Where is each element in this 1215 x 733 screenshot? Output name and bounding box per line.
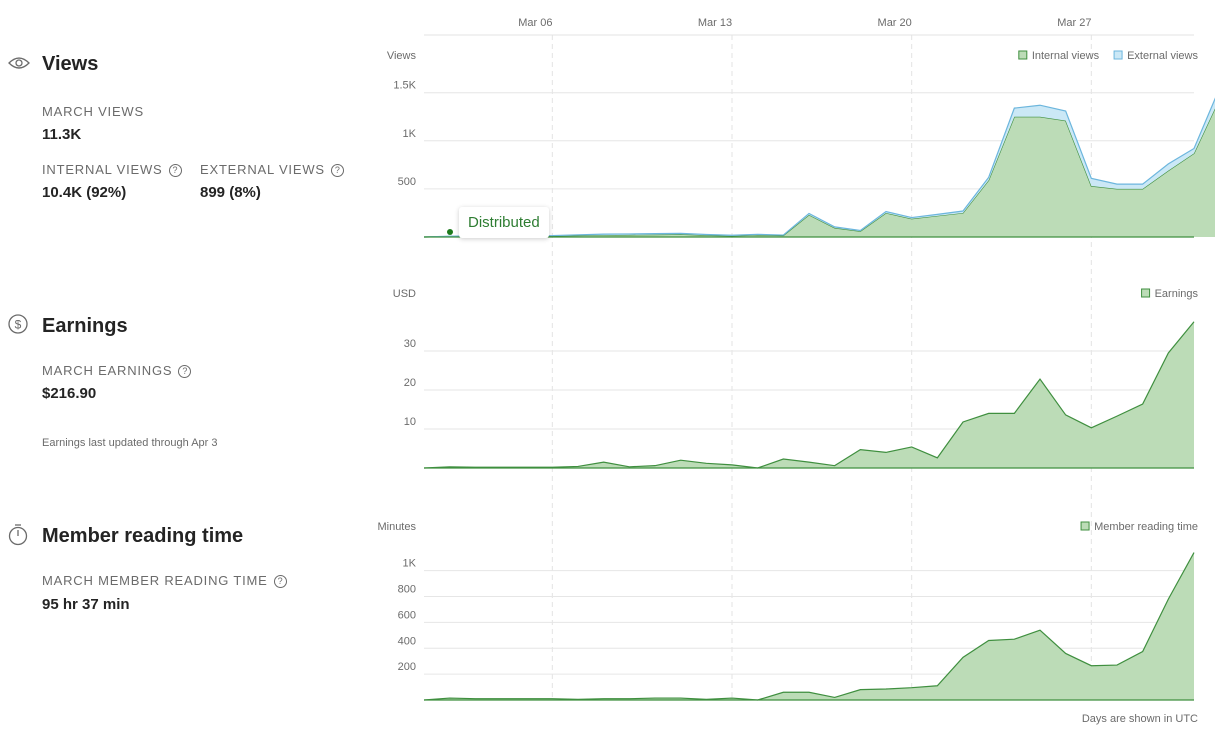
- area: [424, 552, 1194, 700]
- label-text: INTERNAL VIEWS: [42, 162, 163, 177]
- area-outline: [423, 321, 1195, 469]
- legend-swatch: [1141, 288, 1151, 298]
- stat-value: 11.3K: [42, 126, 82, 143]
- tooltip: Distributed: [459, 207, 549, 238]
- y-tick-label: 200: [398, 661, 416, 673]
- stat-label: INTERNAL VIEWS?: [42, 162, 182, 177]
- y-tick-label: 1K: [403, 128, 417, 140]
- legend-label: Internal views: [1032, 50, 1100, 62]
- dollar-icon: $: [8, 314, 28, 334]
- section-title: Earnings: [42, 315, 128, 337]
- y-axis-label: Minutes: [377, 521, 416, 533]
- help-icon[interactable]: ?: [178, 365, 192, 378]
- legend-label: External views: [1127, 50, 1198, 62]
- stat-label: EXTERNAL VIEWS?: [200, 162, 344, 177]
- y-tick-label: 500: [398, 176, 416, 188]
- y-tick-label: 1K: [403, 558, 417, 570]
- area: [424, 321, 1194, 468]
- help-icon[interactable]: ?: [168, 164, 182, 177]
- annotation-dot: [447, 229, 453, 235]
- y-tick-label: 10: [404, 416, 416, 428]
- y-tick-label: 30: [404, 338, 416, 350]
- legend-label: Member reading time: [1094, 521, 1198, 533]
- stat-label: MARCH EARNINGS?: [42, 363, 192, 378]
- y-tick-label: 800: [398, 584, 416, 596]
- timer-icon: [8, 524, 28, 546]
- y-tick-label: 400: [398, 635, 416, 647]
- y-axis-label: USD: [393, 288, 416, 300]
- legend-label: Earnings: [1155, 288, 1199, 300]
- x-tick-label: Mar 20: [878, 17, 912, 29]
- label-text: EXTERNAL VIEWS: [200, 162, 325, 177]
- legend-swatch: [1018, 50, 1028, 60]
- x-tick-label: Mar 27: [1057, 17, 1091, 29]
- section-title: Views: [42, 53, 99, 75]
- area-outline: [423, 552, 1195, 701]
- stat-value: $216.90: [42, 385, 97, 402]
- x-tick-label: Mar 13: [698, 17, 732, 29]
- area: [424, 108, 1215, 237]
- y-tick-label: 20: [404, 377, 416, 389]
- stat-label: MARCH MEMBER READING TIME?: [42, 573, 287, 588]
- eye-icon: [8, 57, 30, 69]
- y-tick-label: 600: [398, 609, 416, 621]
- stat-value: 10.4K (92%): [42, 184, 127, 201]
- help-icon[interactable]: ?: [273, 575, 287, 588]
- section-title: Member reading time: [42, 525, 244, 547]
- svg-text:$: $: [15, 318, 22, 332]
- stat-value: 899 (8%): [200, 184, 261, 201]
- stat-label: MARCH VIEWS: [42, 104, 144, 119]
- stat-value: 95 hr 37 min: [42, 596, 130, 613]
- footer: Days are shown in UTC: [1081, 713, 1198, 725]
- label-text: MARCH EARNINGS: [42, 363, 173, 378]
- label-text: MARCH MEMBER READING TIME: [42, 573, 268, 588]
- y-tick-label: 1.5K: [393, 80, 416, 92]
- area-outline: [423, 97, 1215, 238]
- x-tick-label: Mar 06: [518, 17, 552, 29]
- note: Earnings last updated through Apr 3: [42, 437, 218, 449]
- legend-swatch: [1113, 50, 1123, 60]
- legend-swatch: [1080, 521, 1090, 531]
- help-icon[interactable]: ?: [330, 164, 344, 177]
- y-axis-label: Views: [387, 50, 417, 62]
